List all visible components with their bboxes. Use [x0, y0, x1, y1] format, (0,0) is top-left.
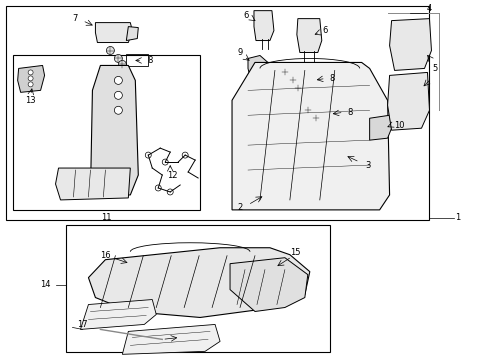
Text: 15: 15 [289, 248, 300, 257]
Circle shape [304, 107, 311, 114]
Bar [6, 6, 428, 220]
Text: 13: 13 [25, 96, 36, 105]
Polygon shape [18, 66, 44, 92]
Polygon shape [387, 72, 428, 130]
Polygon shape [81, 300, 156, 329]
Circle shape [114, 76, 122, 84]
Circle shape [28, 76, 33, 81]
Text: 8: 8 [328, 74, 334, 83]
Bar [13, 55, 200, 210]
Bar [325, 108, 345, 120]
Circle shape [114, 54, 122, 62]
Text: 16: 16 [100, 251, 110, 260]
Circle shape [114, 106, 122, 114]
Polygon shape [88, 248, 309, 318]
Circle shape [182, 152, 188, 158]
Text: 6: 6 [322, 26, 327, 35]
Text: 7: 7 [73, 14, 78, 23]
Bar [65, 225, 329, 352]
Circle shape [28, 82, 33, 87]
Polygon shape [90, 66, 138, 195]
Polygon shape [253, 11, 273, 41]
Circle shape [155, 185, 161, 191]
Polygon shape [56, 168, 130, 200]
Polygon shape [389, 19, 430, 71]
Polygon shape [95, 23, 132, 42]
Polygon shape [126, 27, 138, 41]
Polygon shape [122, 324, 220, 354]
Text: 12: 12 [166, 171, 177, 180]
Text: 14: 14 [40, 280, 51, 289]
Polygon shape [247, 55, 267, 76]
Text: 9: 9 [237, 48, 242, 57]
Polygon shape [232, 62, 389, 210]
Bar [126, 54, 148, 67]
Circle shape [281, 69, 288, 76]
Polygon shape [369, 115, 391, 140]
Circle shape [106, 46, 114, 54]
Circle shape [145, 152, 151, 158]
Circle shape [289, 77, 296, 84]
Circle shape [118, 60, 126, 68]
Text: 11: 11 [101, 213, 111, 222]
Text: 8: 8 [147, 56, 153, 65]
Text: 3: 3 [364, 161, 369, 170]
Polygon shape [296, 19, 321, 53]
Circle shape [162, 159, 168, 165]
Text: 8: 8 [346, 108, 352, 117]
Circle shape [312, 115, 319, 122]
Circle shape [28, 70, 33, 75]
Text: 10: 10 [393, 121, 404, 130]
Text: 6: 6 [243, 11, 248, 20]
Text: 17: 17 [77, 320, 87, 329]
Circle shape [294, 85, 301, 92]
Polygon shape [229, 258, 307, 311]
Circle shape [114, 91, 122, 99]
Bar [307, 75, 327, 86]
Circle shape [167, 189, 173, 195]
Text: 1: 1 [454, 213, 459, 222]
Text: 5: 5 [432, 64, 437, 73]
Text: 2: 2 [237, 203, 242, 212]
Text: 4: 4 [426, 4, 431, 13]
